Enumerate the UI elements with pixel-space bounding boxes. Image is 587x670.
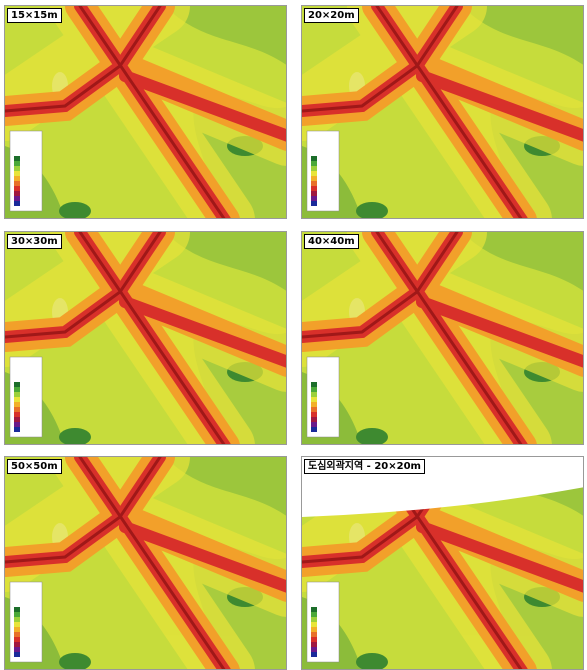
noise-map: [5, 232, 287, 445]
map-panel: 20×20m: [301, 5, 584, 219]
noise-map: [302, 457, 584, 670]
panel-label: 15×15m: [7, 8, 62, 23]
map-panel: 30×30m: [4, 231, 287, 445]
map-panel: 50×50m: [4, 456, 287, 670]
panel-label: 30×30m: [7, 234, 62, 249]
page: 15×15m 20×20m 30×30m 40×40m 50×50m 도심외곽지역 - 2…: [0, 0, 587, 670]
noise-map: [5, 6, 287, 219]
noise-map: [302, 232, 584, 445]
map-panel: 15×15m: [4, 5, 287, 219]
panel-label: 40×40m: [304, 234, 359, 249]
noise-map: [302, 6, 584, 219]
panel-label: 50×50m: [7, 459, 62, 474]
panel-label: 도심외곽지역 - 20×20m: [304, 459, 425, 474]
map-panel: 40×40m: [301, 231, 584, 445]
panel-label: 20×20m: [304, 8, 359, 23]
noise-map: [5, 457, 287, 670]
map-panel: 도심외곽지역 - 20×20m: [301, 456, 584, 670]
